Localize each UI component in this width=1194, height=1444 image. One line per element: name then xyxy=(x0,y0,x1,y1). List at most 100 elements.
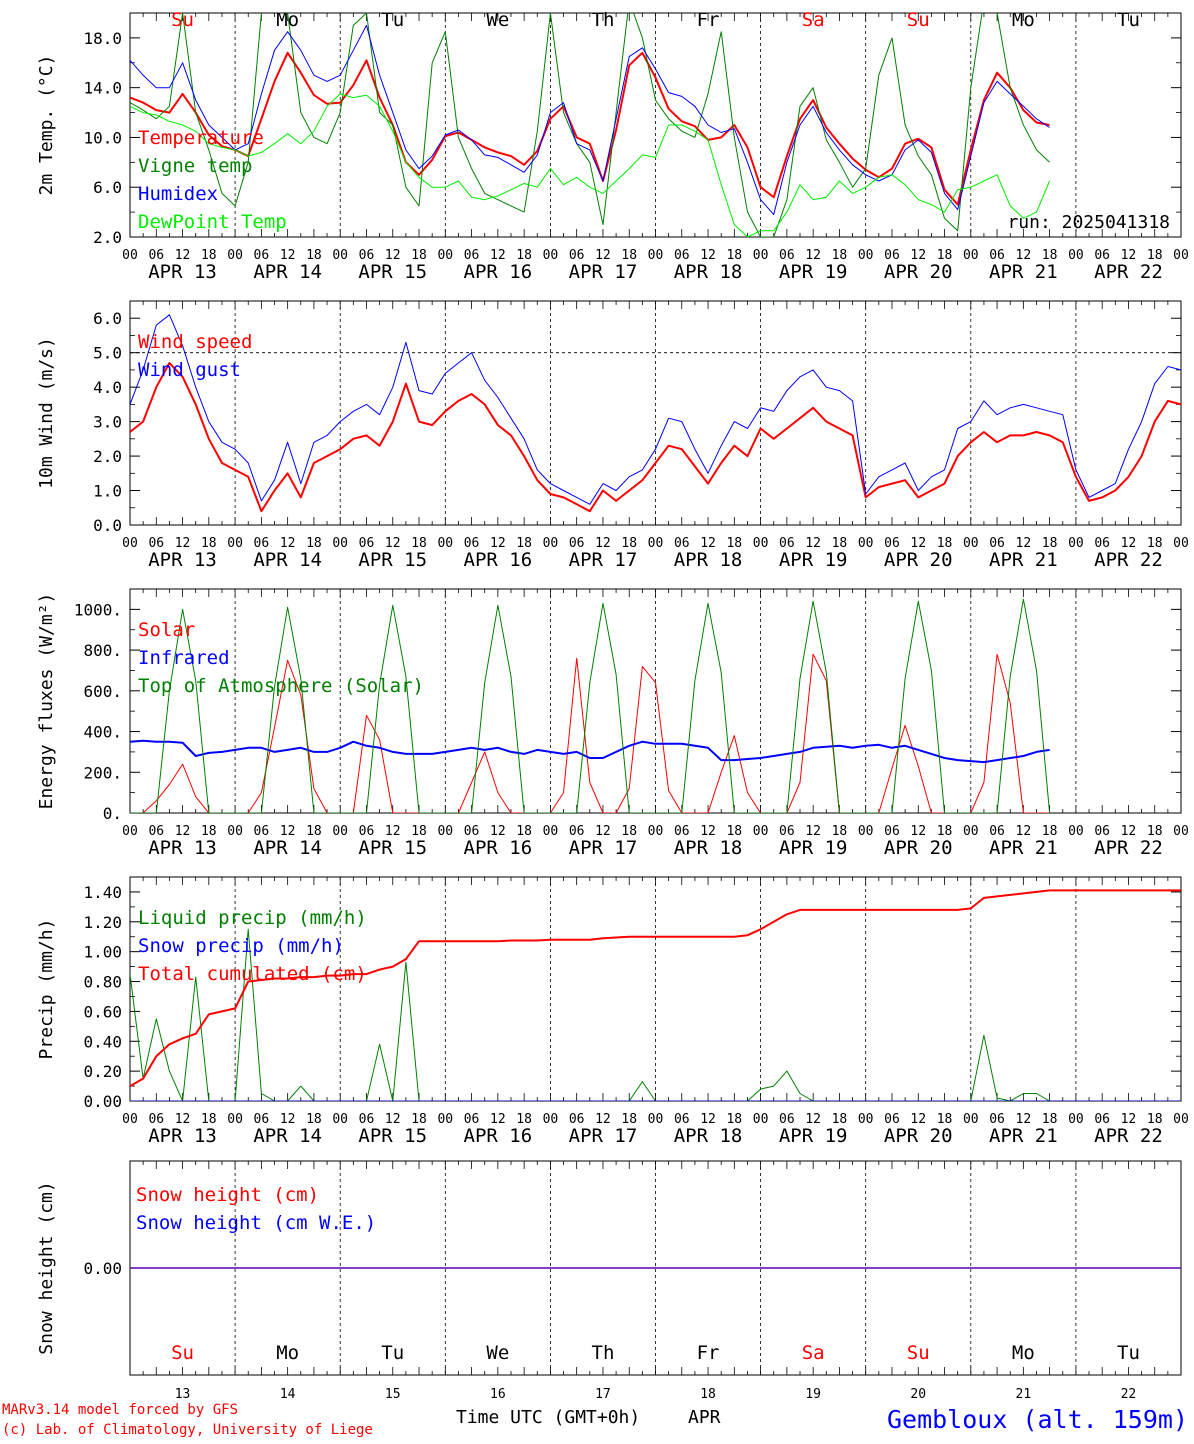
hour-label: 12 xyxy=(910,248,926,263)
hour-label: 18 xyxy=(726,824,742,839)
day-number: 22 xyxy=(1121,1387,1137,1402)
legend-entry: Snow height (cm) xyxy=(136,1184,319,1206)
day-of-week-label: Mo xyxy=(276,9,299,31)
date-label: APR 18 xyxy=(674,261,743,283)
hour-label: 00 xyxy=(437,536,453,551)
hour-label: 00 xyxy=(227,248,243,263)
panel-wind: 0.0 1.0 2.0 3.0 4.0 5.0 6.0 10m Wind (m/s) Wind … xyxy=(36,300,1189,571)
hour-label: 18 xyxy=(1147,536,1163,551)
hour-label: 12 xyxy=(700,248,716,263)
hour-label: 06 xyxy=(1094,536,1110,551)
hour-label: 06 xyxy=(989,248,1005,263)
hour-label: 18 xyxy=(937,824,953,839)
hour-label: 12 xyxy=(175,536,191,551)
hour-label: 12 xyxy=(1121,824,1137,839)
hour-label: 00 xyxy=(437,1112,453,1127)
hour-label: 00 xyxy=(543,536,559,551)
date-label: APR 21 xyxy=(989,549,1058,571)
day-of-week-label: Fr xyxy=(697,9,720,31)
hour-label: 18 xyxy=(516,536,532,551)
hour-label: 18 xyxy=(411,1112,427,1127)
hour-label: 06 xyxy=(779,1112,795,1127)
hour-label: 00 xyxy=(1173,248,1189,263)
legend-entry: Snow height (cm W.E.) xyxy=(136,1212,376,1234)
y-tick-label: 0. xyxy=(103,804,122,823)
legend-entry: Wind speed xyxy=(138,331,252,353)
footer: MARv3.14 model forced by GFS (c) Lab. of … xyxy=(2,1402,1188,1438)
panel-energy: 0. 200. 400. 600. 800. 1000. Energy fluxes (W/… xyxy=(36,588,1189,859)
legend-entry: Wind gust xyxy=(138,359,241,381)
hour-label: 12 xyxy=(280,248,296,263)
date-label: APR 14 xyxy=(253,549,322,571)
date-label: APR 16 xyxy=(464,1125,533,1147)
hour-label: 18 xyxy=(306,824,322,839)
hour-label: 18 xyxy=(937,248,953,263)
hour-label: 12 xyxy=(805,248,821,263)
hour-label: 00 xyxy=(1068,536,1084,551)
hour-label: 00 xyxy=(1173,536,1189,551)
location-title: Gembloux (alt. 159m) xyxy=(887,1405,1188,1434)
hour-label: 06 xyxy=(779,536,795,551)
hour-label: 06 xyxy=(884,248,900,263)
hour-label: 06 xyxy=(254,536,270,551)
hour-label: 06 xyxy=(359,1112,375,1127)
hour-label: 00 xyxy=(122,536,138,551)
hour-label: 00 xyxy=(437,824,453,839)
legend-entry: Temperature xyxy=(138,127,264,149)
hour-label: 00 xyxy=(332,1112,348,1127)
series-line-temperature xyxy=(130,51,1050,206)
day-of-week-label: Mo xyxy=(1012,9,1035,31)
hour-label: 18 xyxy=(621,824,637,839)
hour-label: 00 xyxy=(648,536,664,551)
hour-label: 18 xyxy=(516,824,532,839)
hour-label: 12 xyxy=(385,1112,401,1127)
hour-label: 00 xyxy=(648,248,664,263)
hour-label: 00 xyxy=(963,1112,979,1127)
panel-frame xyxy=(129,300,1182,526)
hour-label: 18 xyxy=(411,824,427,839)
hour-label: 06 xyxy=(779,248,795,263)
hour-label: 12 xyxy=(805,536,821,551)
y-axis-label: Precip (mm/h) xyxy=(36,919,57,1060)
hour-label: 00 xyxy=(858,824,874,839)
hour-label: 00 xyxy=(543,248,559,263)
hour-label: 00 xyxy=(437,248,453,263)
hour-label: 12 xyxy=(1121,536,1137,551)
hour-label: 18 xyxy=(1147,248,1163,263)
legend-entry: Humidex xyxy=(138,183,218,205)
hour-label: 00 xyxy=(963,248,979,263)
hour-label: 06 xyxy=(254,248,270,263)
hour-label: 06 xyxy=(359,248,375,263)
date-label: APR 22 xyxy=(1094,549,1163,571)
bottom-day-numbers: 13 14 15 16 17 18 19 20 21 22 xyxy=(175,1387,1137,1402)
hour-label: 06 xyxy=(989,536,1005,551)
hour-label: 12 xyxy=(595,824,611,839)
hour-label: 06 xyxy=(569,1112,585,1127)
day-number: 21 xyxy=(1016,1387,1032,1402)
date-label: APR 16 xyxy=(464,549,533,571)
hour-label: 00 xyxy=(332,248,348,263)
y-tick-label: 1000. xyxy=(74,600,122,619)
date-label: APR 20 xyxy=(884,549,953,571)
y-tick-label: 0.60 xyxy=(83,1002,122,1021)
hour-label: 12 xyxy=(700,1112,716,1127)
y-tick-label: 0.00 xyxy=(83,1092,122,1111)
hour-label: 06 xyxy=(464,248,480,263)
day-number: 14 xyxy=(280,1387,296,1402)
hour-label: 00 xyxy=(122,1112,138,1127)
hour-label: 18 xyxy=(411,536,427,551)
hour-label: 06 xyxy=(254,824,270,839)
hour-label: 00 xyxy=(648,824,664,839)
hour-label: 00 xyxy=(648,1112,664,1127)
hour-label: 00 xyxy=(332,824,348,839)
y-tick-label: 800. xyxy=(83,641,122,660)
y-axis-label: Snow height (cm) xyxy=(36,1181,57,1354)
date-label: APR 13 xyxy=(148,1125,217,1147)
date-label: APR 17 xyxy=(569,837,638,859)
hour-label: 12 xyxy=(595,1112,611,1127)
run-annotation: run: 2025041318 xyxy=(1007,212,1170,233)
y-tick-label: 0.20 xyxy=(83,1062,122,1081)
hour-label: 00 xyxy=(1068,824,1084,839)
date-label: APR 22 xyxy=(1094,837,1163,859)
